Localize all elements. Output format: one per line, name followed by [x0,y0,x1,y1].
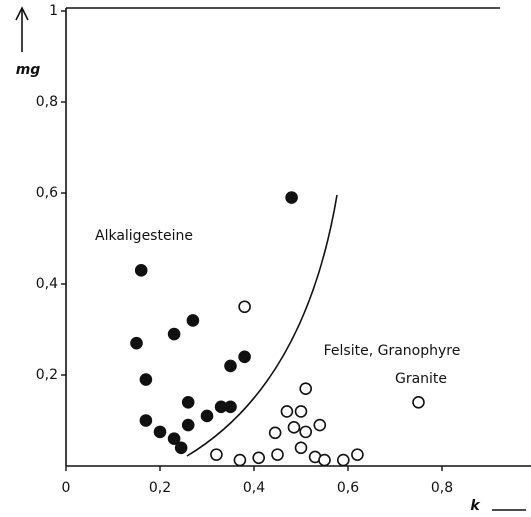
x-tick-label: 0,4 [243,480,265,496]
x-tick-label: 0,8 [431,480,453,496]
point [294,441,308,455]
point [271,448,284,461]
point [318,453,331,467]
point [336,453,350,467]
y-tick-label: 0,4 [36,276,58,292]
point [130,336,143,350]
boundary-curve [186,194,338,457]
point [200,409,214,423]
y-axis-label: mg [16,62,41,78]
point [224,359,237,373]
point [299,382,313,395]
point [285,191,298,204]
point [313,418,327,432]
point [210,448,223,461]
y-tick-label: 0,2 [36,367,58,383]
point [174,441,188,455]
annotation: Felsite, Granophyre Granite [324,343,461,387]
x-tick-label: 0,6 [337,480,359,496]
point [294,405,308,418]
point [412,395,425,409]
y-tick-label: 1 [49,3,58,19]
point [181,418,195,432]
point [167,327,181,341]
y-tick-label: 0,6 [36,185,58,201]
annotation-line: Granite [395,371,447,387]
point [153,425,167,439]
point [268,426,282,440]
point [280,405,294,418]
point [167,432,181,446]
x-tick-label: 0 [62,480,71,496]
point [287,421,301,434]
x-axis-label: k [470,498,481,514]
point [238,350,251,364]
y-arrowhead [15,6,29,21]
point [139,414,153,427]
y-tick-label: 0,8 [36,94,58,110]
point [238,300,251,314]
point [224,400,237,414]
point [233,453,247,467]
point [186,314,200,327]
point [299,425,313,439]
annotation: Alkaligesteine [95,228,193,244]
annotation-line: Felsite, Granophyre [324,343,461,359]
point [351,448,364,461]
x-tick-label: 0,2 [149,480,171,496]
point [252,451,266,465]
point [139,373,153,386]
point [181,395,195,409]
point [134,264,148,277]
